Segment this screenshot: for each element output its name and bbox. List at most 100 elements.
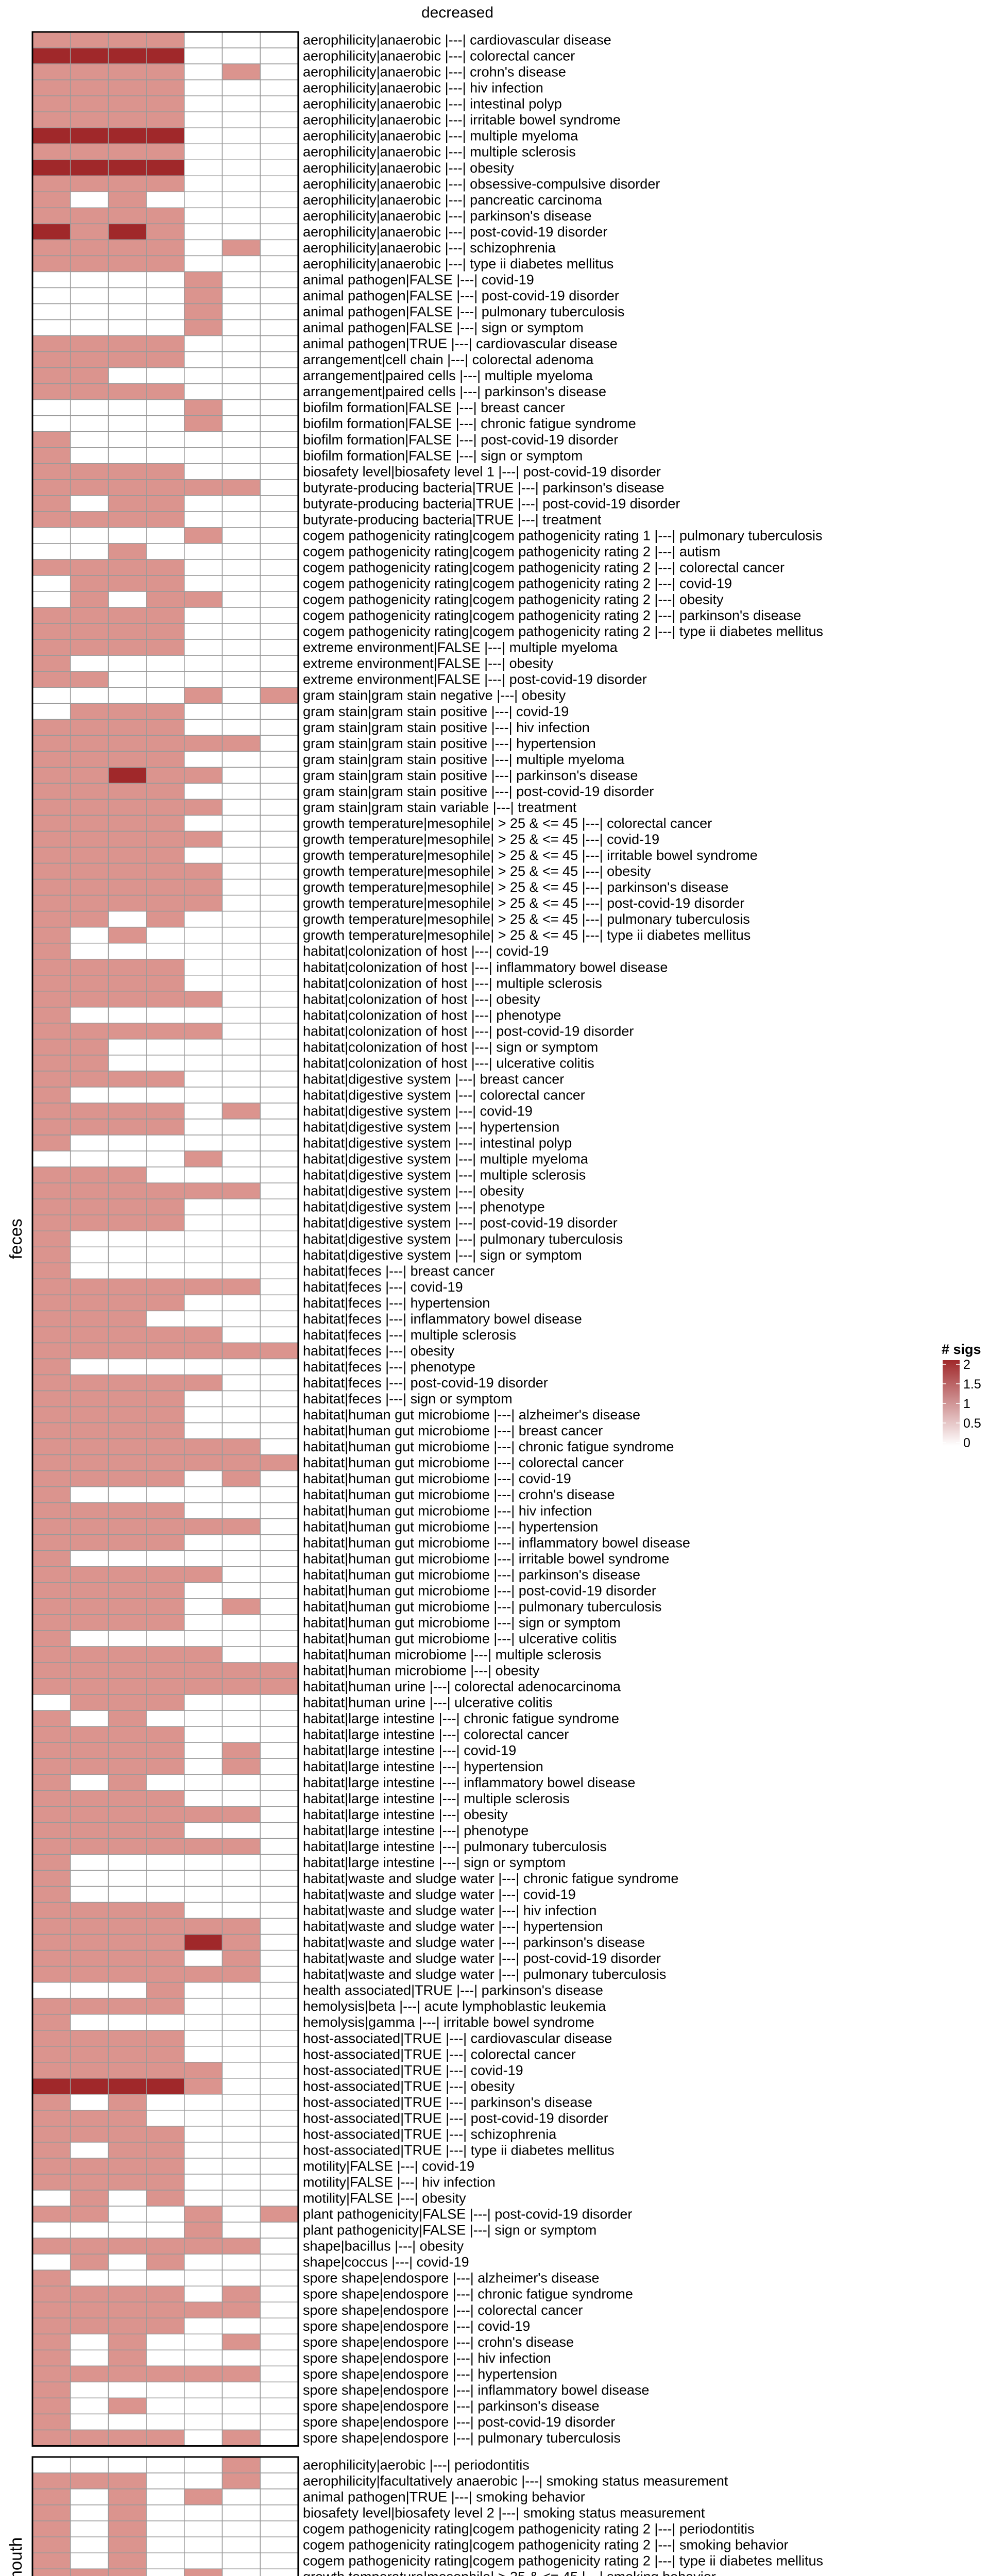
heatmap-cell [184, 2456, 223, 2473]
heatmap-cell [184, 671, 223, 688]
heatmap-cell [32, 399, 71, 416]
heatmap-cell [70, 399, 109, 416]
heatmap-cell [221, 1918, 261, 1935]
heatmap-cell [146, 1007, 185, 1024]
heatmap-row: habitat|waste and sludge water |---| pos… [32, 1950, 661, 1967]
heatmap-row: motility|FALSE |---| hiv infection [32, 2174, 496, 2191]
heatmap-cell [146, 671, 185, 688]
heatmap-cell [70, 479, 109, 496]
heatmap-row: extreme environment|FALSE |---| multiple… [32, 639, 618, 656]
heatmap-cell [108, 255, 147, 273]
heatmap-cell [221, 1342, 261, 1360]
heatmap-cell [221, 1246, 261, 1264]
heatmap-cell [32, 1454, 71, 1471]
heatmap-cell [184, 1406, 223, 1423]
row-label: spore shape|endospore |---| hiv infectio… [303, 2350, 551, 2366]
heatmap-cell [70, 2238, 109, 2255]
heatmap-cell [184, 1678, 223, 1695]
heatmap-cell [260, 767, 299, 784]
heatmap-cell [260, 1981, 299, 1999]
heatmap-cell [184, 255, 223, 273]
heatmap-cell [146, 1230, 185, 1248]
heatmap-cell [260, 1406, 299, 1423]
heatmap-row: habitat|digestive system |---| covid-19 [32, 1103, 533, 1120]
heatmap-cell [260, 479, 299, 496]
row-label: gram stain|gram stain positive |---| hyp… [303, 736, 596, 751]
heatmap-row: cogem pathogenicity rating|cogem pathoge… [32, 527, 823, 544]
heatmap-cell [70, 1981, 109, 1999]
heatmap-cell [221, 1550, 261, 1567]
heatmap-row: extreme environment|FALSE |---| obesity [32, 655, 554, 672]
row-label: habitat|human gut microbiome |---| pulmo… [303, 1599, 661, 1614]
heatmap-cell [184, 1294, 223, 1312]
heatmap-cell [184, 2413, 223, 2431]
heatmap-cell [260, 655, 299, 672]
heatmap-cell [108, 591, 147, 608]
heatmap-cell [184, 1422, 223, 1439]
heatmap-cell [260, 1023, 299, 1040]
heatmap-cell [70, 495, 109, 512]
heatmap-cell [70, 1310, 109, 1328]
heatmap-cell [32, 2520, 71, 2537]
heatmap-cell [70, 831, 109, 848]
heatmap-cell [260, 1710, 299, 1727]
heatmap-cell [146, 1214, 185, 1231]
heatmap-cell [221, 1646, 261, 1663]
heatmap-cell [221, 1230, 261, 1248]
heatmap-cell [32, 1614, 71, 1631]
heatmap-cell [260, 975, 299, 992]
heatmap-cell [70, 1502, 109, 1519]
heatmap-cell [32, 575, 71, 592]
heatmap-row: cogem pathogenicity rating|cogem pathoge… [32, 543, 720, 560]
heatmap-cell [221, 1166, 261, 1183]
heatmap-cell [221, 191, 261, 209]
heatmap-cell [221, 2285, 261, 2303]
heatmap-row: butyrate-producing bacteria|TRUE |---| p… [32, 495, 680, 512]
heatmap-cell [221, 399, 261, 416]
heatmap-row: aerophilicity|anaerobic |---| intestinal… [32, 95, 562, 112]
heatmap-cell [260, 2013, 299, 2031]
heatmap-row: habitat|colonization of host |---| obesi… [32, 991, 540, 1008]
heatmap-cell [146, 2365, 185, 2383]
heatmap-cell [260, 1182, 299, 1199]
heatmap-cell [70, 1950, 109, 1967]
heatmap-cell [108, 1934, 147, 1951]
heatmap-cell [108, 479, 147, 496]
heatmap-cell [184, 2094, 223, 2111]
heatmap-cell [108, 2429, 147, 2447]
heatmap-cell [146, 2158, 185, 2175]
row-label: habitat|human gut microbiome |---| crohn… [303, 1487, 615, 1502]
heatmap-cell [108, 2013, 147, 2031]
heatmap-cell [70, 1870, 109, 1887]
heatmap-row: habitat|colonization of host |---| post-… [32, 1023, 634, 1040]
heatmap-row: aerophilicity|anaerobic |---| colorectal… [32, 47, 575, 64]
heatmap-cell [221, 1838, 261, 1855]
row-label: host-associated|TRUE |---| schizophrenia [303, 2126, 557, 2142]
heatmap-cell [260, 799, 299, 816]
heatmap-cell [221, 799, 261, 816]
heatmap-row: aerophilicity|anaerobic |---| post-covid… [32, 223, 607, 241]
heatmap-cell [146, 1039, 185, 1056]
heatmap-cell [184, 351, 223, 368]
heatmap-cell [146, 2333, 185, 2351]
heatmap-cell [221, 2158, 261, 2175]
heatmap-cell [146, 399, 185, 416]
heatmap-cell [260, 1566, 299, 1583]
heatmap-cell [70, 1278, 109, 1296]
heatmap-cell [32, 79, 71, 96]
heatmap-cell [70, 815, 109, 832]
heatmap-row: growth temperature|mesophile| > 25 & <= … [32, 878, 728, 896]
heatmap-cell [146, 2190, 185, 2207]
heatmap-cell [32, 735, 71, 752]
heatmap-cell [146, 2126, 185, 2143]
heatmap-cell [221, 2429, 261, 2447]
heatmap-cell [32, 1822, 71, 1839]
heatmap-cell [260, 1198, 299, 1215]
heatmap-cell [221, 846, 261, 864]
heatmap-cell [184, 2552, 223, 2569]
heatmap-cell [184, 2046, 223, 2063]
heatmap-cell [32, 1886, 71, 1903]
heatmap-cell [32, 1246, 71, 1264]
heatmap-cell [32, 2536, 71, 2553]
heatmap-row: habitat|human gut microbiome |---| post-… [32, 1582, 656, 1599]
